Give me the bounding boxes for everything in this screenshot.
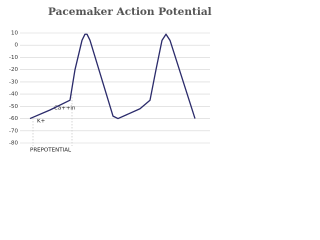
y-tick-label: -30: [9, 79, 18, 85]
annotation: Ca++in: [54, 106, 76, 112]
y-tick-label: -10: [9, 55, 18, 61]
y-tick-label: -20: [9, 67, 18, 73]
page: Pacemaker Action Potential K+ Ca++in PRE…: [0, 0, 220, 156]
y-tick-label: -40: [9, 92, 18, 98]
y-tick-label: -60: [9, 116, 18, 122]
background: [0, 0, 220, 156]
y-tick-label: -50: [9, 104, 18, 110]
annotation: K+: [37, 119, 46, 125]
annotation: PREPOTENTIAL: [30, 148, 72, 154]
y-tick-label: -70: [9, 128, 18, 134]
data-line: [29, 33, 196, 120]
chart-title: Pacemaker Action Potential: [48, 6, 212, 18]
y-tick-label: -80: [9, 141, 18, 147]
chart: Pacemaker Action Potential K+ Ca++in PRE…: [0, 0, 220, 156]
y-tick-label: 0: [15, 43, 19, 49]
y-tick-label: 10: [11, 31, 18, 37]
